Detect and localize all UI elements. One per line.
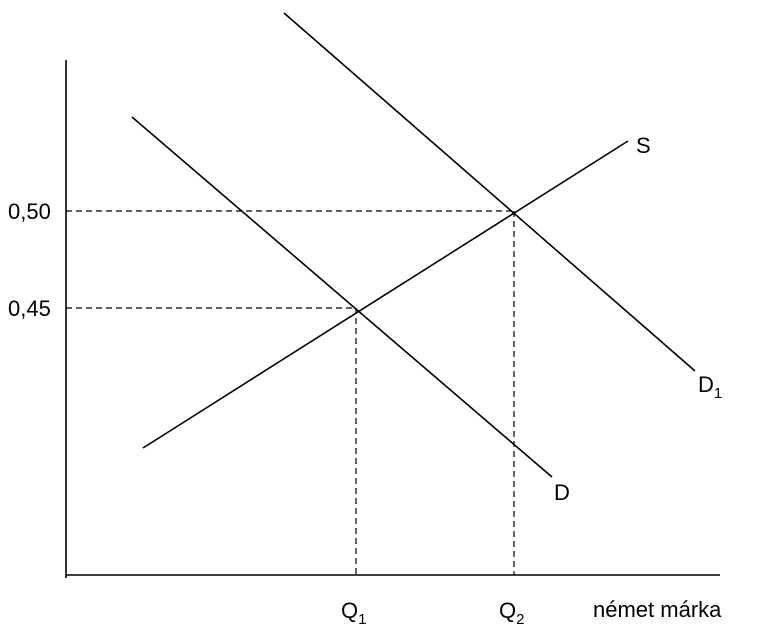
curve-label-s: S <box>636 133 651 158</box>
x-tick-label-q2: Q2 <box>499 598 524 627</box>
y-tick-label-050: 0,50 <box>8 199 51 224</box>
demand-curve-d1 <box>283 12 696 372</box>
x-tick-label-q2-main: Q <box>499 598 516 623</box>
x-tick-label-q1: Q1 <box>341 598 366 627</box>
supply-curve-s <box>142 140 629 449</box>
demand-curve-d <box>131 116 553 478</box>
curve-label-d1: D1 <box>698 372 722 402</box>
x-tick-label-q1-sub: 1 <box>358 611 366 627</box>
curve-label-d1-sub: 1 <box>714 385 722 402</box>
x-axis-label: német márka <box>593 597 722 622</box>
x-tick-label-q1-main: Q <box>341 598 358 623</box>
curve-label-d1-main: D <box>698 372 714 397</box>
curve-label-d: D <box>554 480 570 505</box>
y-tick-label-045: 0,45 <box>8 296 51 321</box>
x-tick-label-q2-sub: 2 <box>516 611 524 627</box>
